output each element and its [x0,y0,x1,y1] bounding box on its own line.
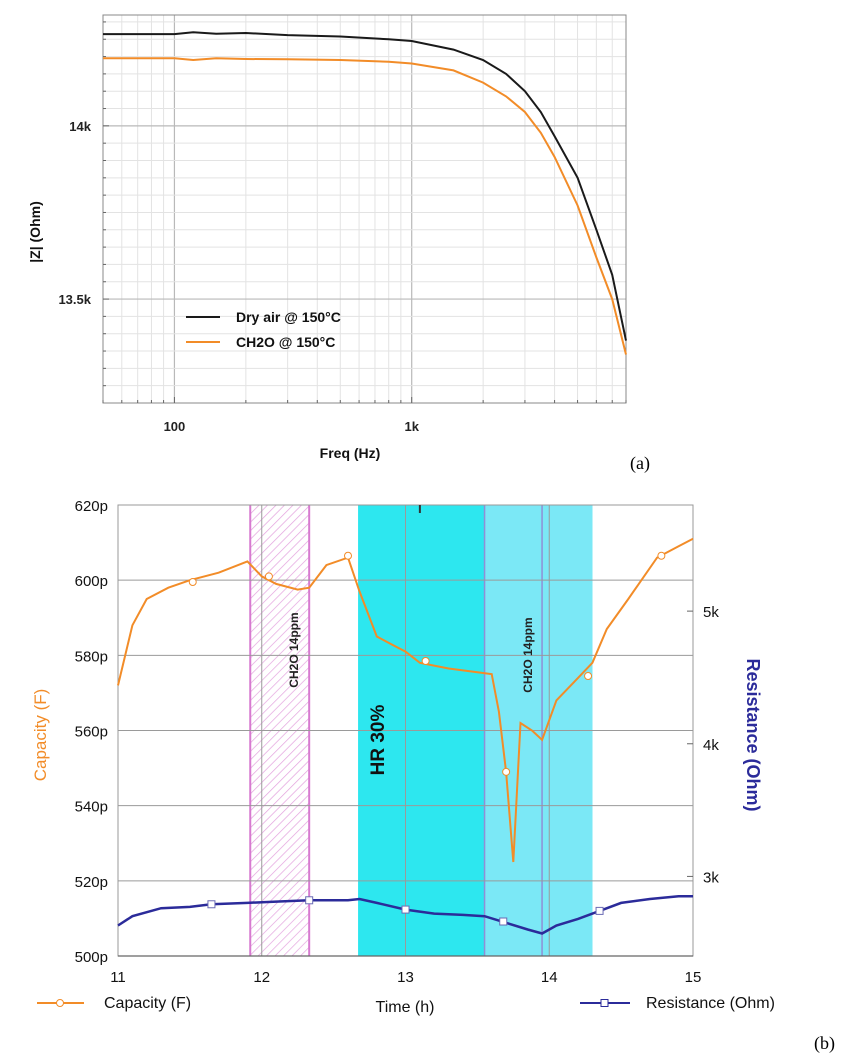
chart-b-ticks: 500p 520p 540p 560p 580p 600p 620p 11 12 13 14 15 3k… [75,498,720,986]
chart-b-ylabel-right: Resistance (Ohm) [743,658,763,811]
series-line-dry-air [103,31,627,341]
y-tick-label: 580p [75,648,108,665]
capacity-marker [264,572,273,581]
resistance-marker [401,905,410,914]
chart-b-legend: Capacity (F) Resistance (Ohm) [37,995,775,1012]
resistance-marker [207,900,216,909]
y-tick-label: 600p [75,573,108,590]
y-tick-label: 500p [75,949,108,966]
chart-b: 500p 520p 540p 560p 580p 600p 620p 11 12 13 14 15 3k… [31,498,835,1054]
panel-label-a: (a) [630,453,650,474]
chart-a: 100 1k 14k 13.5k |Z| (Ohm) Freq (Hz) Dry ai… [27,14,650,474]
chart-a-xlabel: Freq (Hz) [320,445,381,461]
legend-label-dry-air: Dry air @ 150°C [236,309,341,325]
capacity-marker [421,656,430,665]
x-tick-label: 13 [397,969,414,986]
region-label-hr: HR 30% [368,705,389,776]
chart-a-grid [102,15,627,403]
y-tick-label: 14k [69,119,91,134]
panel-label-b: (b) [814,1033,835,1054]
y-tick-label: 620p [75,498,108,515]
x-tick-label: 14 [541,969,558,986]
y-tick-label: 540p [75,799,108,816]
chart-a-plot-frame [102,14,627,404]
legend-label-ch2o: CH2O @ 150°C [236,334,335,350]
legend-label-capacity: Capacity (F) [104,995,191,1012]
y-tick-label: 560p [75,724,108,741]
chart-a-legend: Dry air @ 150°C CH2O @ 150°C [186,309,341,350]
x-tick-label: 12 [253,969,270,986]
x-tick-label: 11 [110,969,126,986]
y-right-tick-label: 4k [703,737,719,754]
y-tick-label: 520p [75,874,108,891]
y-right-tick-label: 5k [703,604,719,621]
chart-a-ylabel: |Z| (Ohm) [27,201,43,263]
chart-b-grid [117,504,694,957]
legend-label-resistance: Resistance (Ohm) [646,995,775,1012]
legend-marker-capacity [56,999,64,1007]
capacity-marker [584,672,593,681]
chart-b-ylabel: Capacity (F) [31,689,50,782]
x-tick-label: 1k [404,419,419,434]
resistance-marker [499,917,508,926]
x-tick-label: 15 [685,969,702,986]
capacity-marker [657,551,666,560]
capacity-marker [502,767,511,776]
chart-a-series [103,31,627,355]
chart-b-series [117,537,694,935]
y-right-tick-label: 3k [703,869,719,886]
series-line-ch2o [103,57,627,355]
resistance-marker [595,906,604,915]
x-tick-label: 100 [164,419,186,434]
chart-a-ticks: 100 1k 14k 13.5k [58,21,627,434]
capacity-marker [344,551,352,560]
region-label-ch2o-1: CH2O 14ppm [287,612,301,687]
series-line-capacity [117,537,694,863]
region-label-ch2o-2: CH2O 14ppm [521,617,535,692]
capacity-marker [188,578,197,587]
chart-b-xlabel: Time (h) [376,999,435,1016]
legend-marker-resistance [600,999,609,1007]
resistance-marker [305,896,314,905]
y-tick-label: 13.5k [58,292,91,307]
